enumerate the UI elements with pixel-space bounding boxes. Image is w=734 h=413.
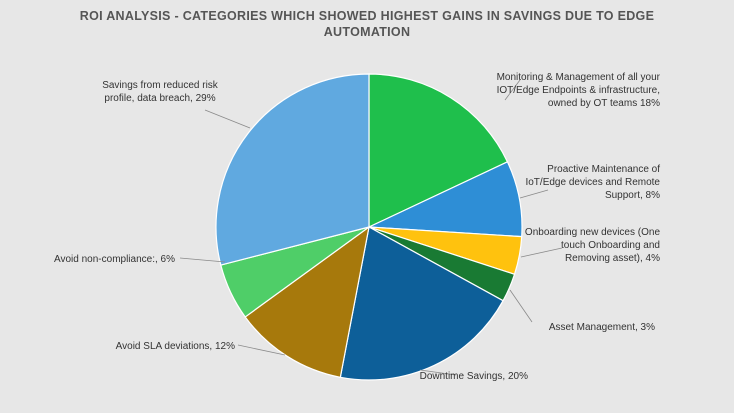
data-label-7: Savings from reduced risk profile, data b… xyxy=(102,80,219,104)
pie-slice-7 xyxy=(215,73,370,266)
leader-line-2 xyxy=(520,247,563,258)
data-labels: Monitoring & Management of all your IOT/E… xyxy=(54,72,661,382)
data-label-1-line-1: IoT/Edge devices and Remote xyxy=(525,177,660,188)
data-label-2: Onboarding new devices (One touch Onboard… xyxy=(525,227,661,264)
leader-line-3 xyxy=(509,289,533,323)
data-label-3-line-0: Asset Management, 3% xyxy=(549,322,655,333)
data-label-4: Downtime Savings, 20% xyxy=(420,371,528,382)
leader-line-7 xyxy=(204,109,251,129)
leader-lines xyxy=(179,79,563,376)
data-label-5-line-0: Avoid SLA deviations, 12% xyxy=(116,341,235,352)
data-label-5: Avoid SLA deviations, 12% xyxy=(116,341,235,352)
data-label-6: Avoid non-compliance:, 6% xyxy=(54,254,175,265)
data-label-1: Proactive Maintenance of IoT/Edge devices… xyxy=(525,164,660,201)
pie-slice-5 xyxy=(244,225,370,378)
chart-title-line-2: AUTOMATION xyxy=(324,25,411,39)
data-label-2-line-2: Removing asset), 4% xyxy=(565,253,660,264)
chart-title-line-1: ROI ANALYSIS - CATEGORIES WHICH SHOWED H… xyxy=(80,9,654,23)
data-label-7-line-1: profile, data breach, 29% xyxy=(104,93,215,104)
pie-slice-4 xyxy=(339,226,504,381)
leader-line-6 xyxy=(179,257,226,263)
data-label-7-line-0: Savings from reduced risk xyxy=(102,80,219,91)
leader-line-1 xyxy=(519,189,549,199)
data-label-2-line-1: touch Onboarding and xyxy=(561,240,660,251)
pie-slice-0 xyxy=(368,73,509,228)
data-label-2-line-0: Onboarding new devices (One xyxy=(525,227,661,238)
leader-line-4 xyxy=(419,369,457,376)
leader-line-0 xyxy=(504,79,521,101)
data-label-0: Monitoring & Management of all your IOT/E… xyxy=(497,72,661,109)
data-label-1-line-0: Proactive Maintenance of xyxy=(547,164,660,175)
data-label-1-line-2: Support, 8% xyxy=(605,190,660,201)
data-label-6-line-0: Avoid non-compliance:, 6% xyxy=(54,254,175,265)
data-label-0-line-0: Monitoring & Management of all your xyxy=(497,72,661,83)
data-label-3: Asset Management, 3% xyxy=(549,322,655,333)
pie-slices xyxy=(215,73,523,381)
data-label-0-line-2: owned by OT teams 18% xyxy=(548,98,660,109)
leader-line-5 xyxy=(237,344,286,356)
data-label-4-line-0: Downtime Savings, 20% xyxy=(420,371,528,382)
data-label-0-line-1: IOT/Edge Endpoints & infrastructure, xyxy=(497,85,660,96)
